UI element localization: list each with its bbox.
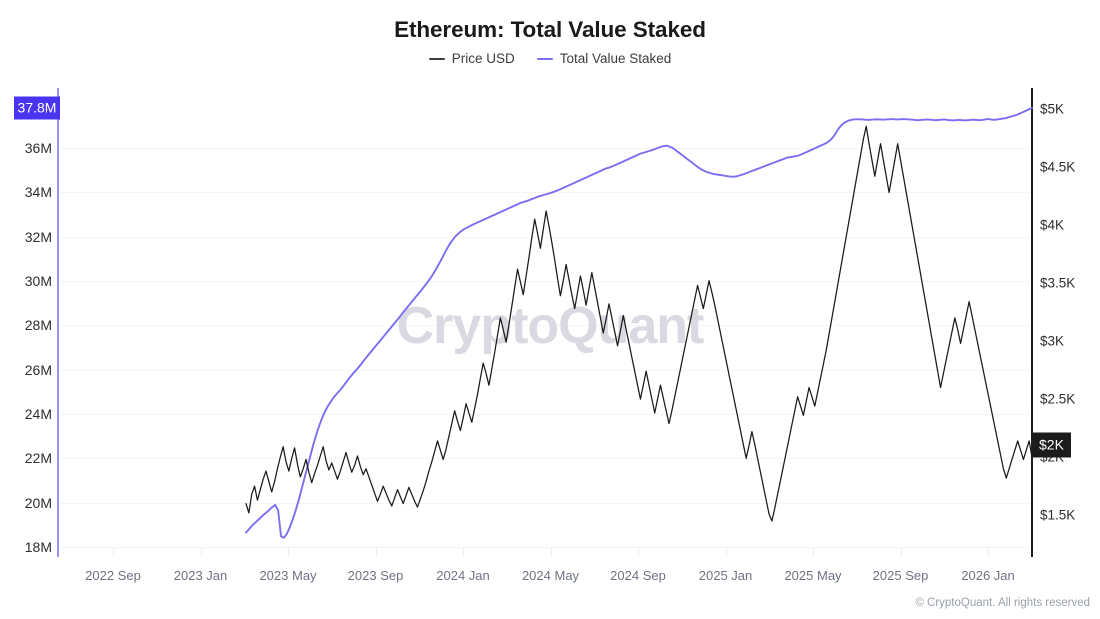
gridline <box>58 147 1032 150</box>
x-axis-tick-label: 2024 May <box>521 568 580 583</box>
gridline <box>58 502 1032 505</box>
x-axis-tick-mark <box>463 547 464 557</box>
legend-swatch-total-value-staked <box>536 57 553 60</box>
x-axis-tick-label: 2024 Jan <box>436 568 490 583</box>
y-axis-left-tick-label: 24M <box>24 405 52 422</box>
x-axis-tick-mark <box>988 547 989 557</box>
x-axis-tick-mark <box>725 547 727 557</box>
gridline <box>58 369 1032 372</box>
legend-label-total-value-staked: Total Value Staked <box>559 51 672 66</box>
x-axis-tick-mark <box>900 547 902 557</box>
gridline <box>58 458 1032 460</box>
x-axis-tick-label: 2023 Jan <box>173 568 228 583</box>
y-axis-left-tick-label: 32M <box>24 228 52 245</box>
series-line-total-value-staked <box>245 107 1033 539</box>
y-axis-left-tick-label: 26M <box>24 361 52 378</box>
x-axis-tick-label: 2023 May <box>259 568 317 583</box>
x-axis-tick-mark <box>288 547 289 557</box>
series-line-price-usd <box>245 125 1033 522</box>
x-axis-tick-mark <box>813 547 814 557</box>
legend-item-total-value-staked[interactable]: Total Value Staked <box>536 51 672 66</box>
y-axis-left-tick-label: 22M <box>24 450 52 467</box>
gridline <box>58 236 1032 239</box>
x-axis-tick-mark <box>550 547 552 557</box>
chart-legend: Price USD Total Value Staked <box>0 52 1100 66</box>
legend-label-price-usd: Price USD <box>451 51 515 66</box>
y-axis-left-tick-label: 34M <box>24 184 52 201</box>
y-axis-left-tick-label: 20M <box>24 494 52 511</box>
gridline <box>58 325 1032 327</box>
y-axis-left-tick-label: 18M <box>24 539 52 556</box>
x-axis-tick-label: 2025 May <box>784 568 842 583</box>
x-axis-tick-label: 2024 Sep <box>610 568 666 583</box>
x-axis-tick-label: 2025 Jan <box>698 568 753 583</box>
chart-title: Ethereum: Total Value Staked <box>394 17 706 42</box>
y-axis-right-line <box>1031 88 1033 557</box>
gridline <box>58 192 1032 194</box>
x-axis-tick-mark <box>113 547 114 557</box>
x-axis-tick-label: 2026 Jan <box>961 568 1015 583</box>
y-axis-right-tick-label: $5K <box>1040 101 1065 117</box>
current-value-badge-staked: 37.8M <box>14 96 60 120</box>
y-axis-left-tick-label: 30M <box>24 272 52 289</box>
legend-swatch-price-usd <box>428 57 445 60</box>
y-axis-right-tick-label: $3.5K <box>1040 275 1076 291</box>
y-axis-right-tick-label: $4.5K <box>1040 159 1076 175</box>
current-value-badge-price: $2K <box>1032 432 1071 458</box>
x-axis-tick-mark <box>638 547 639 557</box>
y-axis-left-tick-label: 36M <box>24 139 52 156</box>
y-axis-right-tick-label: $2.5K <box>1040 391 1076 407</box>
x-axis-tick-mark <box>375 547 377 557</box>
x-axis-tick-label: 2025 Sep <box>872 568 929 583</box>
gridline <box>58 547 1032 549</box>
legend-item-price-usd[interactable]: Price USD <box>428 51 515 66</box>
gridline <box>58 280 1032 283</box>
y-axis-right-tick-label: $4K <box>1040 217 1065 233</box>
x-axis-tick-label: 2023 Sep <box>347 568 404 583</box>
copyright-footer: © CryptoQuant. All rights reserved <box>915 597 1090 609</box>
x-axis-tick-mark <box>200 547 202 557</box>
y-axis-left-line <box>57 88 59 557</box>
y-axis-right-tick-label: $3K <box>1040 333 1065 349</box>
x-axis-tick-label: 2022 Sep <box>85 568 141 583</box>
y-axis-right-tick-label: $1.5K <box>1040 507 1076 523</box>
gridline <box>58 413 1032 416</box>
y-axis-left-tick-label: 28M <box>24 317 52 334</box>
